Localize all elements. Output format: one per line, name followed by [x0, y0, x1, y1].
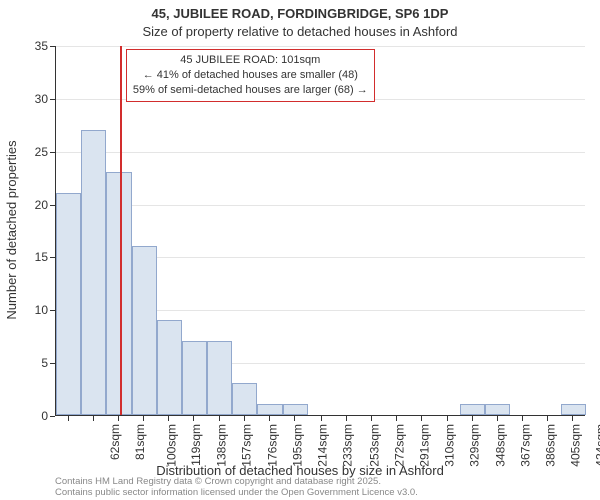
x-tick-label: 195sqm	[291, 424, 305, 467]
x-tick-mark	[472, 416, 473, 421]
x-tick-label: 386sqm	[544, 424, 558, 467]
x-tick-mark	[371, 416, 372, 421]
credits-block: Contains HM Land Registry data © Crown c…	[55, 477, 418, 498]
histogram-bar	[232, 383, 257, 415]
x-tick-mark	[421, 416, 422, 421]
x-tick-label: 348sqm	[493, 424, 507, 467]
x-tick-mark	[497, 416, 498, 421]
x-tick-label: 214sqm	[316, 424, 330, 467]
x-tick-mark	[321, 416, 322, 421]
annotation-box: 45 JUBILEE ROAD: 101sqm← 41% of detached…	[126, 49, 375, 102]
y-tick-mark	[50, 416, 55, 417]
x-tick-label: 253sqm	[367, 424, 381, 467]
x-tick-mark	[522, 416, 523, 421]
histogram-bar	[132, 246, 157, 415]
y-tick-mark	[50, 257, 55, 258]
y-tick-mark	[50, 363, 55, 364]
y-tick-label: 30	[18, 92, 48, 106]
x-tick-label: 62sqm	[108, 424, 122, 460]
chart-title-sub: Size of property relative to detached ho…	[0, 24, 600, 39]
x-tick-mark	[244, 416, 245, 421]
y-tick-mark	[50, 99, 55, 100]
y-tick-label: 35	[18, 39, 48, 53]
x-tick-label: 119sqm	[189, 424, 203, 466]
x-tick-mark	[396, 416, 397, 421]
grid-line	[56, 46, 585, 47]
y-tick-mark	[50, 310, 55, 311]
x-tick-label: 405sqm	[569, 424, 583, 467]
grid-line	[56, 205, 585, 206]
x-tick-label: 157sqm	[240, 424, 254, 467]
x-tick-label: 138sqm	[215, 424, 229, 467]
plot-area: 45 JUBILEE ROAD: 101sqm← 41% of detached…	[55, 46, 585, 416]
grid-line	[56, 152, 585, 153]
histogram-bar	[207, 341, 232, 415]
annotation-title: 45 JUBILEE ROAD: 101sqm	[133, 53, 368, 68]
x-tick-label: 367sqm	[518, 424, 532, 467]
y-tick-label: 15	[18, 250, 48, 264]
x-tick-label: 310sqm	[443, 424, 457, 467]
x-tick-label: 233sqm	[341, 424, 355, 467]
y-tick-mark	[50, 152, 55, 153]
x-tick-label: 329sqm	[468, 424, 482, 467]
histogram-bar	[460, 404, 485, 415]
histogram-bar	[182, 341, 207, 415]
y-tick-label: 25	[18, 145, 48, 159]
x-tick-label: 176sqm	[265, 424, 279, 467]
x-tick-mark	[572, 416, 573, 421]
x-tick-mark	[168, 416, 169, 421]
y-tick-label: 20	[18, 198, 48, 212]
annotation-line2: 59% of semi-detached houses are larger (…	[133, 83, 368, 98]
credits-line2: Contains public sector information licen…	[55, 488, 418, 498]
x-tick-mark	[93, 416, 94, 421]
y-tick-mark	[50, 205, 55, 206]
histogram-bar	[283, 404, 308, 415]
histogram-bar	[106, 172, 131, 415]
x-tick-label: 100sqm	[165, 424, 179, 467]
y-axis-title: Number of detached properties	[4, 140, 19, 319]
x-tick-mark	[143, 416, 144, 421]
x-tick-mark	[118, 416, 119, 421]
reference-line	[120, 46, 122, 415]
histogram-chart: 45, JUBILEE ROAD, FORDINGBRIDGE, SP6 1DP…	[0, 0, 600, 500]
x-tick-mark	[68, 416, 69, 421]
y-tick-label: 10	[18, 303, 48, 317]
histogram-bar	[257, 404, 282, 415]
y-tick-label: 0	[18, 409, 48, 423]
credits-line1: Contains HM Land Registry data © Crown c…	[55, 477, 418, 487]
annotation-line1: ← 41% of detached houses are smaller (48…	[133, 68, 368, 83]
chart-title-main: 45, JUBILEE ROAD, FORDINGBRIDGE, SP6 1DP	[0, 6, 600, 21]
y-tick-label: 5	[18, 356, 48, 370]
histogram-bar	[561, 404, 586, 415]
x-tick-mark	[219, 416, 220, 421]
x-tick-mark	[294, 416, 295, 421]
x-tick-mark	[346, 416, 347, 421]
histogram-bar	[485, 404, 510, 415]
x-tick-mark	[547, 416, 548, 421]
histogram-bar	[81, 130, 106, 415]
x-tick-mark	[269, 416, 270, 421]
histogram-bar	[56, 193, 81, 415]
x-tick-label: 272sqm	[393, 424, 407, 467]
x-tick-mark	[447, 416, 448, 421]
x-tick-label: 81sqm	[133, 424, 147, 460]
y-tick-mark	[50, 46, 55, 47]
x-tick-mark	[193, 416, 194, 421]
histogram-bar	[157, 320, 182, 415]
x-tick-label: 424sqm	[594, 424, 600, 467]
x-tick-label: 291sqm	[418, 424, 432, 467]
